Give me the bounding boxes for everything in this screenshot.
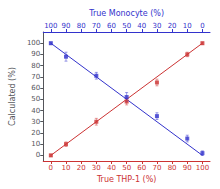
svg-text:True THP-1 (%): True THP-1 (%) [96,175,156,184]
svg-text:30: 30 [92,164,101,172]
svg-text:60: 60 [31,84,40,92]
svg-text:70: 70 [92,22,101,30]
svg-text:100: 100 [27,39,40,47]
svg-text:40: 40 [137,22,146,30]
svg-text:50: 50 [122,22,131,30]
svg-text:0: 0 [49,164,53,172]
svg-text:30: 30 [152,22,161,30]
svg-text:60: 60 [137,164,146,172]
svg-text:40: 40 [31,107,40,115]
svg-text:90: 90 [31,50,40,58]
svg-text:80: 80 [77,22,86,30]
svg-text:80: 80 [168,164,177,172]
svg-text:70: 70 [152,164,161,172]
svg-text:20: 20 [31,129,40,137]
svg-text:80: 80 [31,62,40,70]
svg-text:20: 20 [77,164,86,172]
svg-text:50: 50 [31,95,40,103]
svg-text:100: 100 [44,22,57,30]
svg-text:10: 10 [31,140,40,148]
svg-text:10: 10 [183,22,192,30]
svg-text:Calculated (%): Calculated (%) [8,67,17,126]
svg-text:50: 50 [122,164,131,172]
svg-text:90: 90 [62,22,71,30]
svg-text:100: 100 [196,164,209,172]
svg-text:True Monocyte (%): True Monocyte (%) [88,9,164,18]
svg-text:90: 90 [183,164,192,172]
svg-text:70: 70 [31,73,40,81]
svg-text:20: 20 [168,22,177,30]
svg-text:40: 40 [107,164,116,172]
svg-text:30: 30 [31,118,40,126]
svg-text:60: 60 [107,22,116,30]
svg-text:0: 0 [36,151,40,159]
svg-text:0: 0 [200,22,204,30]
svg-text:10: 10 [62,164,71,172]
